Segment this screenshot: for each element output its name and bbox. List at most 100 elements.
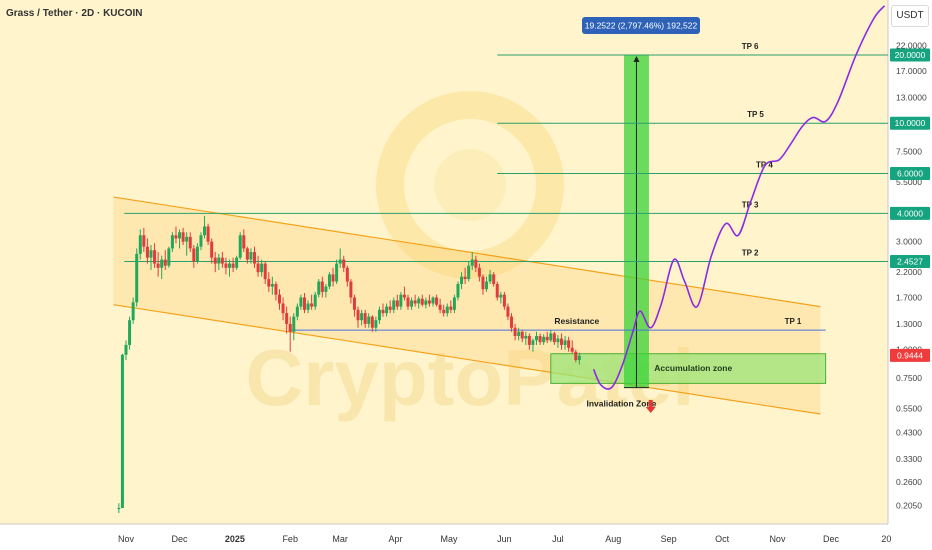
candle	[181, 232, 185, 242]
candle	[385, 306, 389, 314]
candle	[495, 284, 499, 298]
candle	[313, 294, 317, 307]
candle	[481, 276, 485, 290]
x-tick-label: Dec	[823, 534, 840, 544]
y-tick-label: 0.5500	[896, 404, 922, 414]
x-tick-label: Mar	[332, 534, 348, 544]
candle	[256, 263, 260, 273]
candle	[338, 259, 342, 264]
tp-label: TP 2	[742, 248, 759, 257]
x-tick-label: Nov	[118, 534, 135, 544]
candle	[220, 257, 224, 264]
candle	[517, 331, 521, 336]
candle	[331, 274, 335, 282]
x-tick-label: Oct	[715, 534, 730, 544]
tp-badge-label: 6.0000	[897, 168, 923, 178]
candle	[420, 298, 424, 305]
candle	[513, 327, 517, 336]
candle	[224, 263, 228, 268]
candle	[367, 316, 371, 324]
candle	[117, 508, 121, 510]
candle	[356, 309, 360, 321]
invalidation-arrow-icon	[645, 399, 656, 413]
candle	[435, 297, 439, 305]
x-tick-label: Aug	[605, 534, 621, 544]
candle	[295, 306, 299, 317]
candle	[317, 281, 321, 295]
candle	[349, 281, 353, 298]
tp-badge	[890, 254, 930, 268]
candle	[559, 338, 563, 345]
candle	[135, 253, 139, 303]
candle	[306, 303, 310, 310]
candle	[406, 297, 410, 307]
tp-badge	[890, 116, 930, 130]
candle	[163, 259, 167, 266]
candle	[124, 344, 128, 355]
chart-title: Grass / Tether · 2D · KUCOIN	[6, 8, 143, 19]
candle	[531, 340, 535, 345]
x-axis-ticks: Nov Dec 2025 Feb Mar Apr May Jun Jul Aug Sep Oct Nov…	[118, 534, 891, 544]
candle	[131, 302, 135, 321]
candle	[320, 281, 324, 292]
y-tick-label: 1.3000	[896, 319, 922, 329]
candle	[431, 297, 435, 304]
y-tick-label: 0.3300	[896, 454, 922, 464]
candle	[142, 235, 146, 247]
candle	[552, 333, 556, 343]
candle	[413, 300, 417, 304]
candle	[263, 263, 267, 280]
candle	[467, 265, 471, 280]
candle	[567, 340, 571, 348]
candle	[310, 303, 314, 307]
candle	[149, 250, 153, 258]
candle	[395, 300, 399, 307]
y-tick-label: 0.2600	[896, 477, 922, 487]
candle	[485, 281, 489, 290]
resistance-label: Resistance	[554, 316, 599, 326]
y-tick-label: 0.2050	[896, 501, 922, 511]
tp-badge	[890, 48, 930, 62]
candle	[299, 297, 303, 307]
y-tick-label: 0.7500	[896, 373, 922, 383]
candle	[363, 313, 367, 324]
x-tick-label: Apr	[388, 534, 402, 544]
candle	[488, 274, 492, 282]
x-axis-panel	[0, 524, 888, 550]
y-tick-label: 13.0000	[896, 92, 927, 102]
candle	[463, 276, 467, 280]
candle	[199, 235, 203, 247]
measure-arrow-head	[633, 56, 640, 63]
candle	[449, 306, 453, 310]
candle	[374, 320, 378, 328]
candle	[342, 259, 346, 268]
candle	[185, 236, 189, 242]
candle	[388, 306, 392, 310]
candle	[445, 306, 449, 314]
candle	[556, 338, 560, 343]
candle	[538, 335, 542, 343]
candle	[527, 335, 531, 345]
candle	[235, 257, 239, 268]
y-axis-badges: 20.0000 10.0000 6.0000 4.0000 2.4527 0.9444	[890, 48, 930, 362]
candle	[206, 226, 210, 242]
candle	[145, 246, 149, 258]
candle	[231, 263, 235, 268]
candle	[277, 294, 281, 304]
candle	[195, 246, 199, 262]
candle	[217, 257, 221, 264]
currency-button[interactable]: USDT	[891, 5, 929, 27]
candle	[510, 316, 514, 328]
x-tick-label: Feb	[282, 534, 298, 544]
price-badge-label: 0.9444	[897, 350, 923, 360]
y-axis-panel	[888, 0, 932, 550]
candle	[138, 235, 142, 254]
tp-badge-label: 20.0000	[895, 50, 926, 60]
candle	[574, 351, 578, 361]
candle	[427, 300, 431, 304]
candle	[174, 235, 178, 239]
projection-path	[592, 5, 886, 390]
y-tick-label: 2.2000	[896, 267, 922, 277]
x-tick-label: 2025	[225, 534, 245, 544]
candle	[270, 284, 274, 287]
